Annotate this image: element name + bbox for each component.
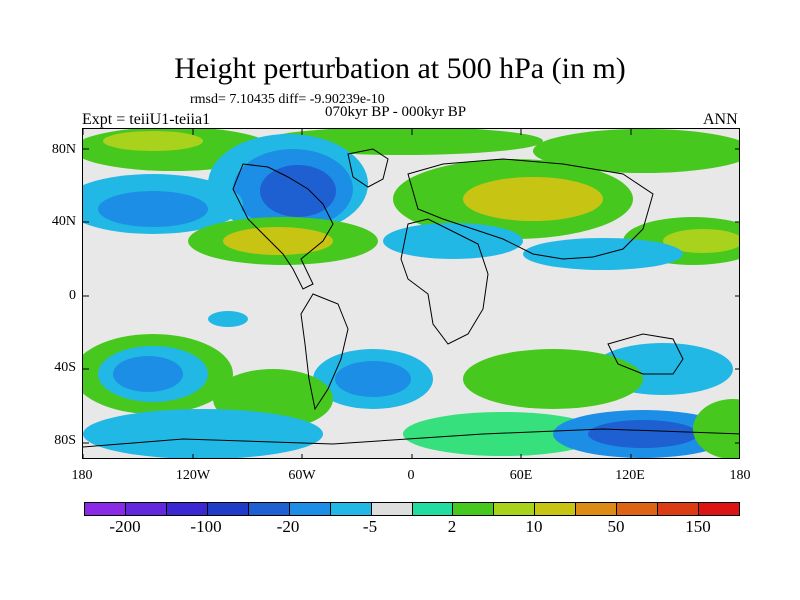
- lon-label-0: 0: [407, 468, 415, 483]
- colorbar-swatch: [248, 503, 290, 515]
- negative-anomaly-region: [588, 420, 698, 448]
- colorbar-swatch: [494, 503, 536, 515]
- map-panel: [82, 128, 740, 459]
- lat-label-equator: 0: [69, 288, 76, 303]
- colorbar-swatch: [617, 503, 659, 515]
- height-perturbation-map: [83, 129, 739, 458]
- colorbar-label: -100: [190, 517, 222, 536]
- colorbar-swatch: [330, 503, 372, 515]
- negative-anomaly-region: [113, 356, 183, 392]
- positive-anomaly-region: [693, 399, 739, 458]
- lon-label-120w: 120W: [175, 468, 211, 483]
- colorbar-label: -5: [362, 517, 378, 536]
- positive-anomaly-region: [463, 177, 603, 221]
- colorbar-swatch: [85, 503, 126, 515]
- lat-label-80s: 80S: [54, 433, 76, 448]
- negative-anomaly-region: [383, 223, 523, 259]
- lon-label-180e: 180: [729, 468, 751, 483]
- coastline: [407, 158, 654, 260]
- coastline: [83, 428, 739, 448]
- colorbar-swatch: [371, 503, 413, 515]
- colorbar-label: 50: [607, 517, 625, 536]
- positive-anomaly-region: [103, 131, 203, 151]
- negative-anomaly-region: [335, 361, 411, 397]
- colorbar-swatch: [658, 503, 700, 515]
- positive-anomaly-region: [533, 129, 739, 173]
- experiment-label: Expt = teiiU1-teiia1: [82, 111, 211, 128]
- colorbar-swatch: [289, 503, 331, 515]
- lon-label-60w: 60W: [288, 468, 316, 483]
- lon-label-120e: 120E: [615, 468, 645, 483]
- lat-label-40s: 40S: [54, 360, 76, 375]
- coastline: [607, 333, 684, 375]
- season-label: ANN: [703, 111, 738, 128]
- colorbar-label: 2: [447, 517, 457, 536]
- colorbar-swatch: [453, 503, 495, 515]
- lon-label-60e: 60E: [509, 468, 533, 483]
- negative-anomaly-region: [83, 409, 323, 458]
- colorbar: [84, 502, 740, 516]
- plot-title: Height perturbation at 500 hPa (in m): [174, 52, 626, 85]
- colorbar-swatch: [412, 503, 454, 515]
- lat-label-80n: 80N: [51, 142, 76, 157]
- coastline: [347, 148, 389, 188]
- positive-anomaly-region: [223, 227, 333, 255]
- colorbar-label: 150: [685, 517, 711, 536]
- coastline: [300, 293, 349, 411]
- colorbar-swatch: [125, 503, 167, 515]
- colorbar-swatch: [166, 503, 208, 515]
- coastline: [232, 163, 334, 290]
- colorbar-swatch: [535, 503, 577, 515]
- colorbar-swatch: [699, 503, 739, 515]
- negative-anomaly-region: [208, 311, 248, 327]
- colorbar-label: 10: [525, 517, 543, 536]
- negative-anomaly-region: [98, 191, 208, 227]
- negative-anomaly-region: [260, 165, 336, 217]
- period-label: 070kyr BP - 000kyr BP: [325, 104, 467, 120]
- colorbar-swatch: [207, 503, 249, 515]
- positive-anomaly-region: [663, 229, 739, 253]
- positive-anomaly-region: [403, 412, 603, 456]
- lat-label-40n: 40N: [51, 214, 76, 229]
- colorbar-swatch: [576, 503, 618, 515]
- colorbar-label: -20: [276, 517, 300, 536]
- positive-anomaly-region: [463, 349, 643, 409]
- rmsd-diff-stats: rmsd= 7.10435 diff= -9.90239e-10: [190, 92, 385, 107]
- lon-label-180w: 180: [71, 468, 93, 483]
- colorbar-label: -200: [109, 517, 141, 536]
- coastline: [400, 218, 489, 345]
